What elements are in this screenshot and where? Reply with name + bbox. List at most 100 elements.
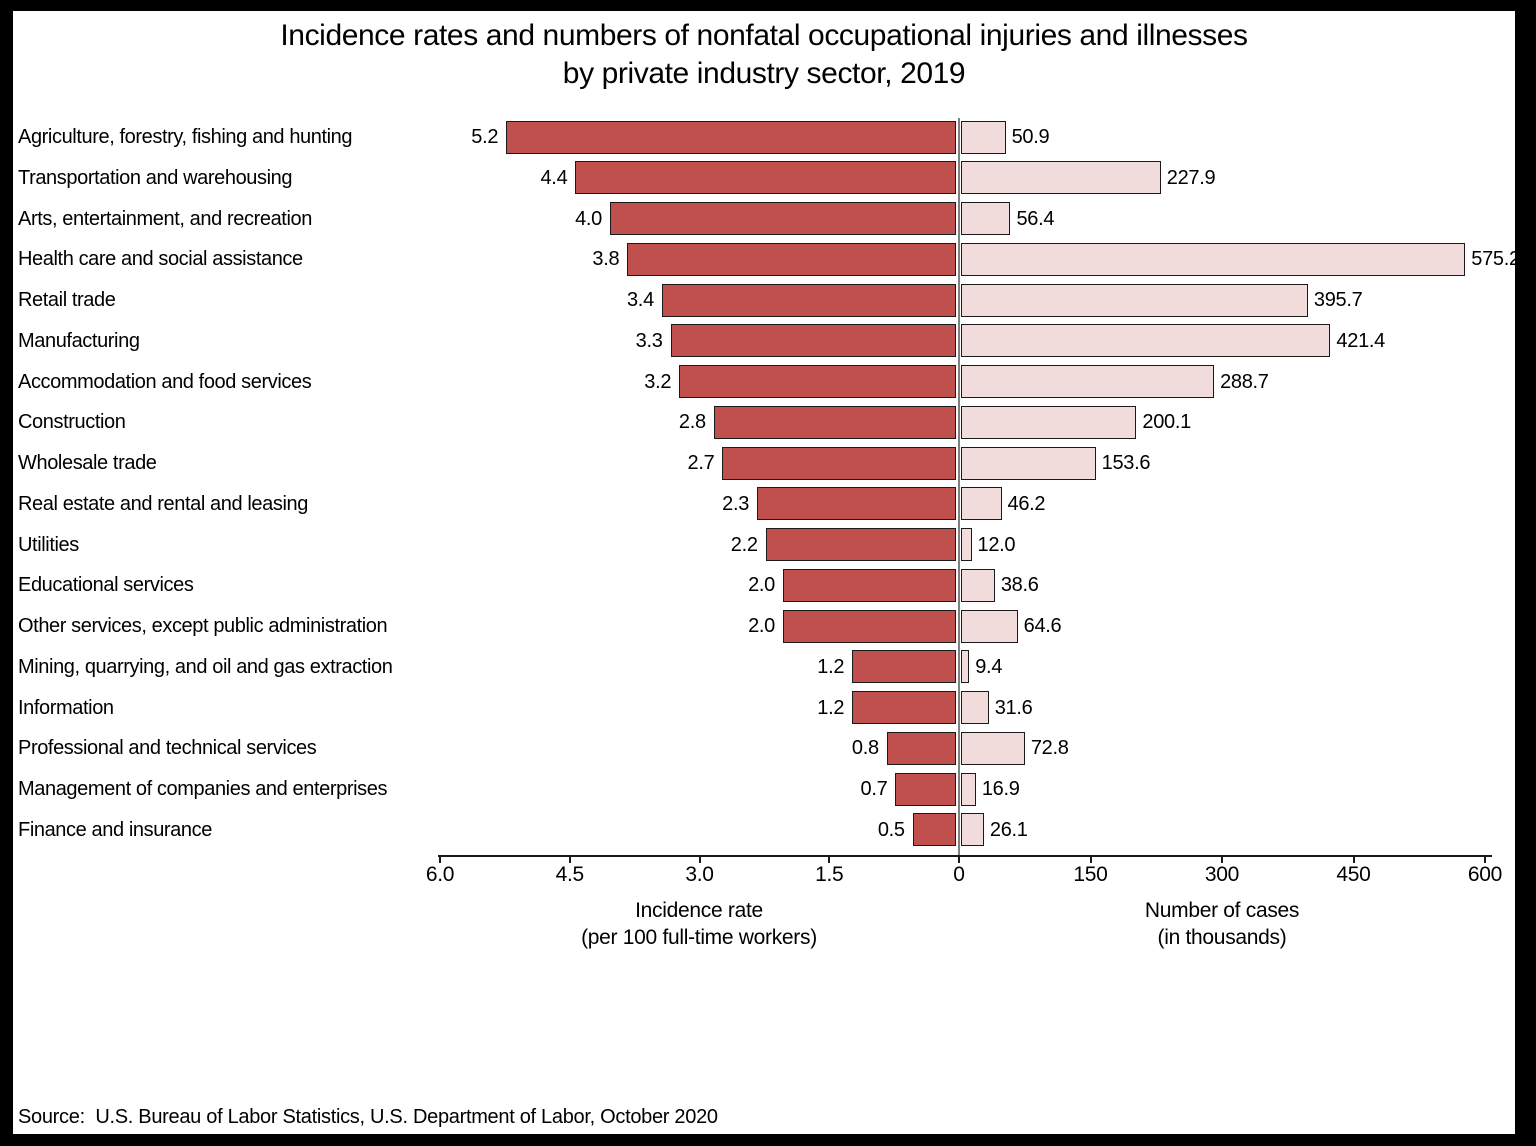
rate-value-label: 3.2 — [644, 370, 672, 393]
rate-bar — [852, 650, 956, 684]
right-axis-title-line1: Number of cases — [1144, 899, 1300, 922]
left-axis-tick-mark — [568, 855, 571, 863]
category-label: Utilities — [18, 533, 79, 556]
left-axis-tick-label: 4.5 — [555, 863, 585, 886]
cases-value-label: 31.6 — [994, 696, 1033, 719]
cases-bar — [961, 405, 1137, 439]
rate-bar — [765, 528, 956, 562]
chart-title: Incidence rates and numbers of nonfatal … — [13, 17, 1515, 93]
category-label: Information — [18, 696, 114, 719]
rate-bar — [886, 731, 956, 765]
cases-value-label: 46.2 — [1007, 492, 1046, 515]
left-axis-tick-label: 6.0 — [425, 863, 455, 886]
rate-value-label: 2.3 — [722, 492, 750, 515]
cases-value-label: 200.1 — [1142, 411, 1191, 434]
cases-value-label: 421.4 — [1336, 329, 1385, 352]
rate-value-label: 1.2 — [817, 655, 845, 678]
rate-bar — [670, 324, 956, 358]
cases-bar — [961, 772, 976, 806]
cases-value-label: 38.6 — [1000, 574, 1039, 597]
x-axis-line — [438, 855, 1492, 857]
rate-value-label: 0.7 — [860, 778, 888, 801]
cases-bar — [961, 161, 1161, 195]
rate-bar — [783, 609, 956, 643]
rate-value-label: 1.2 — [817, 696, 845, 719]
cases-bar — [961, 365, 1215, 399]
cases-value-label: 56.4 — [1016, 207, 1055, 230]
rate-bar — [506, 120, 956, 154]
category-label: Retail trade — [18, 289, 116, 312]
cases-value-label: 12.0 — [977, 533, 1016, 556]
right-axis-tick-mark — [1089, 855, 1092, 863]
left-axis-title-line2: (per 100 full-time workers) — [581, 926, 817, 949]
category-label: Health care and social assistance — [18, 248, 303, 271]
category-label: Manufacturing — [18, 329, 140, 352]
cases-bar — [961, 813, 984, 847]
category-label: Mining, quarrying, and oil and gas extra… — [18, 655, 393, 678]
rate-bar — [661, 283, 956, 317]
cases-bar — [961, 446, 1096, 480]
cases-value-label: 227.9 — [1166, 166, 1216, 189]
rate-bar — [610, 202, 956, 236]
cases-bar — [961, 609, 1018, 643]
category-label: Construction — [18, 411, 126, 434]
right-axis-tick-mark — [1484, 855, 1486, 863]
rate-value-label: 2.0 — [748, 615, 775, 638]
rate-bar — [912, 813, 956, 847]
rate-bar — [722, 446, 956, 480]
center-axis-line — [958, 118, 960, 857]
rate-value-label: 3.8 — [592, 248, 620, 271]
cases-value-label: 395.7 — [1313, 289, 1363, 312]
category-label: Other services, except public administra… — [18, 615, 388, 638]
rate-value-label: 0.8 — [851, 737, 879, 760]
category-label: Agriculture, forestry, fishing and hunti… — [18, 126, 353, 148]
rate-bar — [627, 242, 956, 276]
cases-bar — [961, 242, 1466, 276]
right-axis-title: Number of cases (in thousands) — [1002, 897, 1442, 951]
right-axis-tick-label: 450 — [1336, 863, 1371, 886]
left-axis-tick-mark — [828, 855, 831, 863]
cases-bar — [961, 650, 970, 684]
category-label: Wholesale trade — [18, 452, 157, 475]
cases-bar — [961, 120, 1006, 154]
rate-value-label: 2.8 — [678, 411, 706, 434]
cases-bar — [961, 283, 1308, 317]
center-axis-tick-mark — [958, 855, 960, 863]
cases-value-label: 288.7 — [1220, 370, 1269, 393]
left-axis-tick-label: 1.5 — [815, 863, 844, 886]
cases-bar — [961, 528, 972, 562]
right-axis-tick-mark — [1221, 855, 1223, 863]
category-label: Educational services — [18, 574, 194, 597]
rate-bar — [713, 405, 956, 439]
left-axis-tick-mark — [439, 855, 441, 863]
right-axis-tick-mark — [1352, 855, 1355, 863]
rate-value-label: 2.7 — [687, 452, 715, 475]
cases-bar — [961, 568, 995, 602]
cases-value-label: 153.6 — [1101, 452, 1151, 475]
rate-bar — [679, 365, 956, 399]
rate-bar — [852, 691, 956, 725]
category-label: Management of companies and enterprises — [18, 778, 388, 801]
category-label: Arts, entertainment, and recreation — [18, 207, 312, 230]
cases-value-label: 575.2 — [1471, 248, 1515, 271]
cases-value-label: 50.9 — [1011, 126, 1050, 148]
rate-value-label: 3.4 — [626, 289, 654, 312]
left-axis-tick-mark — [698, 855, 701, 863]
source-note: Source: U.S. Bureau of Labor Statistics,… — [18, 1106, 718, 1128]
left-axis-title: Incidence rate (per 100 full-time worker… — [479, 897, 919, 951]
cases-value-label: 72.8 — [1030, 737, 1069, 760]
cases-value-label: 16.9 — [981, 778, 1020, 801]
left-axis-title-line1: Incidence rate — [635, 899, 763, 922]
category-label: Transportation and warehousing — [18, 166, 293, 189]
rate-bar — [575, 161, 956, 195]
rate-value-label: 5.2 — [471, 126, 499, 148]
rate-value-label: 4.4 — [540, 166, 568, 189]
cases-bar — [961, 202, 1011, 236]
left-axis-tick-label: 3.0 — [685, 863, 714, 886]
chart-canvas: Incidence rates and numbers of nonfatal … — [13, 11, 1515, 1134]
rate-value-label: 2.0 — [748, 574, 775, 597]
right-axis-title-line2: (in thousands) — [1157, 926, 1287, 949]
right-axis-tick-label: 300 — [1204, 863, 1240, 886]
cases-bar — [961, 731, 1025, 765]
